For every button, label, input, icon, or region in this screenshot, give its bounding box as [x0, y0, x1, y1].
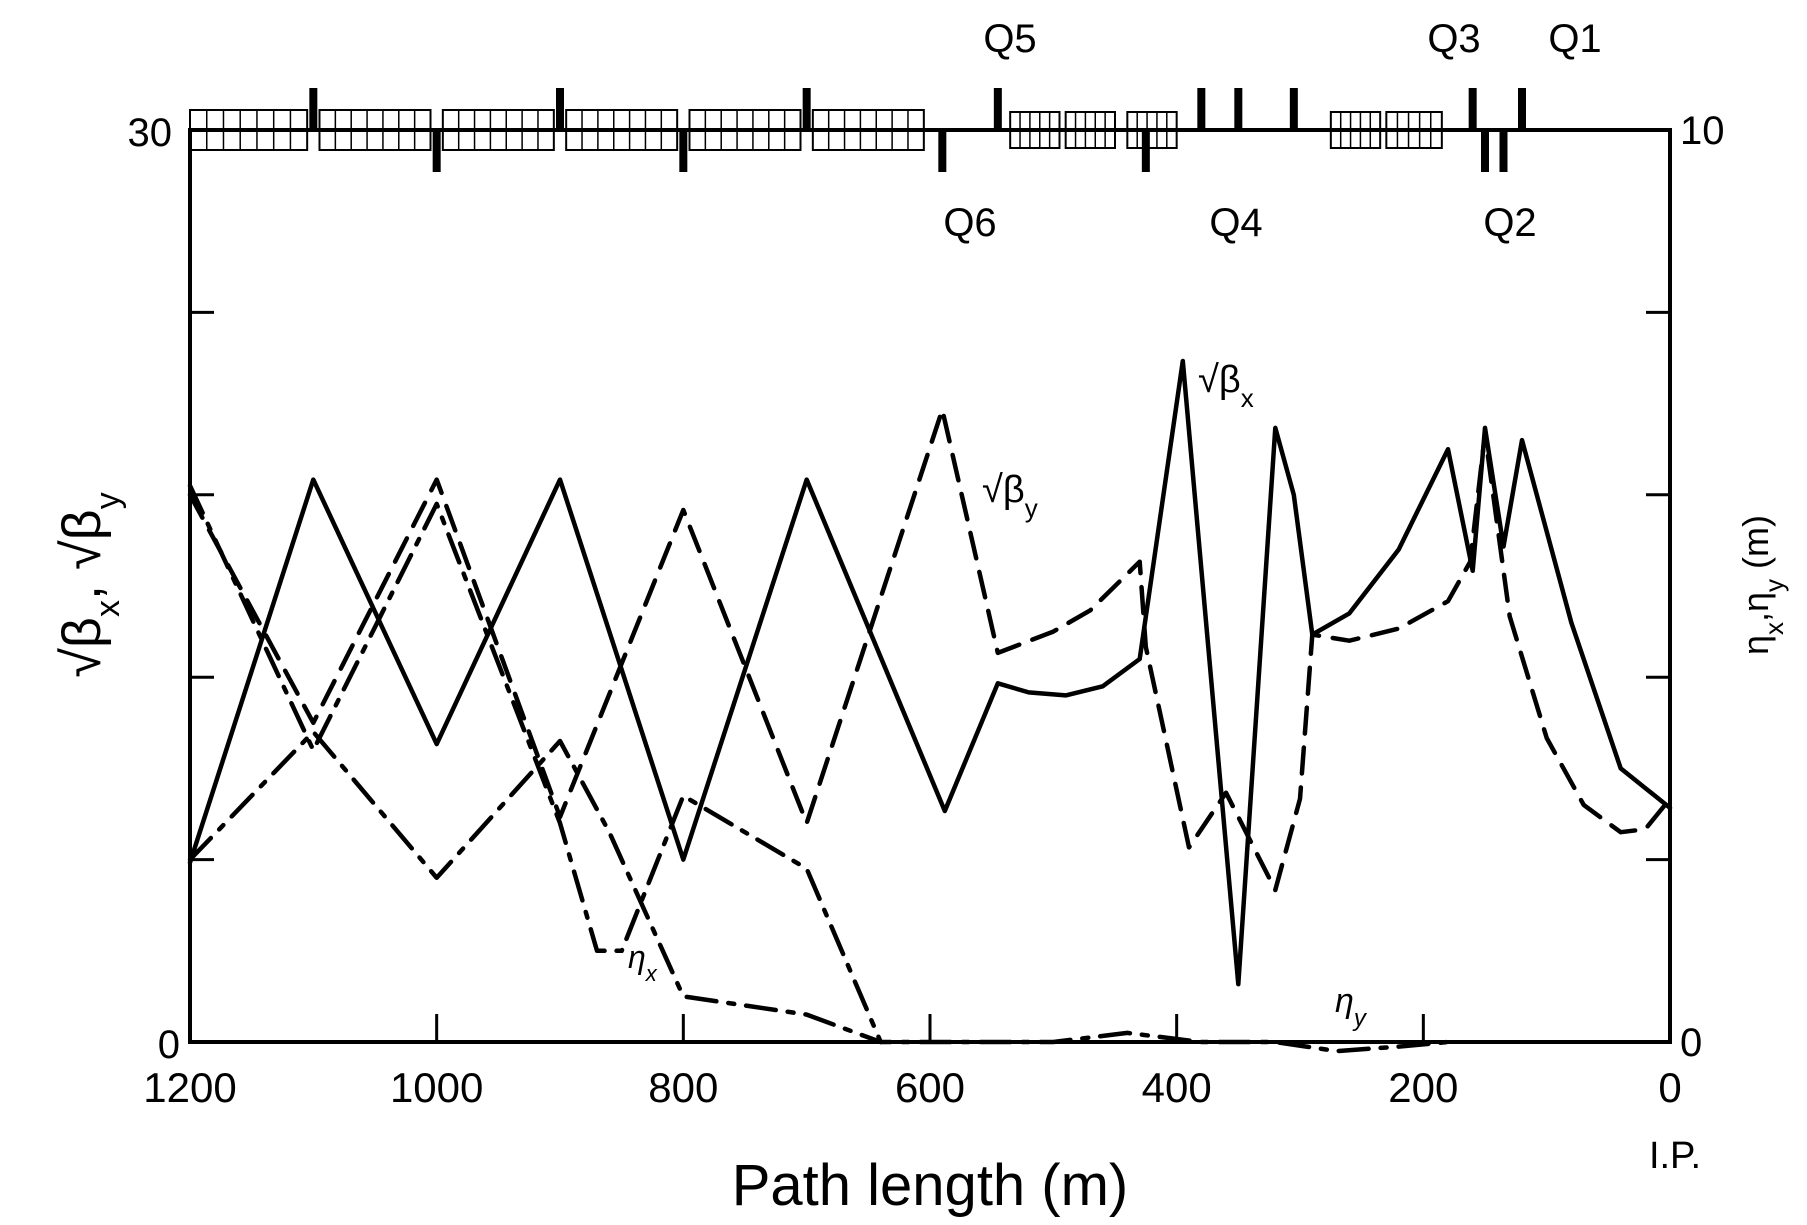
- right-axis-title: ηx,ηy (m): [1735, 515, 1789, 655]
- label-subscript: x: [1759, 622, 1789, 635]
- label-text: √β: [1198, 359, 1241, 401]
- magnet-lattice-strip: [189, 88, 1670, 172]
- label-text: η: [1335, 982, 1354, 1020]
- quad-label-q3: Q3: [1427, 17, 1480, 61]
- label-text: (m): [1735, 515, 1776, 579]
- ip-label: I.P.: [1649, 1135, 1701, 1177]
- x-tick-label: 200: [1388, 1064, 1458, 1111]
- series-label-eta-x: ηx: [628, 939, 658, 986]
- label-subscript: y: [1759, 579, 1789, 592]
- x-tick-label: 800: [648, 1064, 718, 1111]
- left-axis-tick-label-min: 0: [158, 1023, 180, 1067]
- label-text: , √β: [52, 509, 112, 600]
- label-text: √β: [52, 617, 112, 678]
- magnet-block: [1329, 111, 1382, 149]
- label-subscript: x: [1241, 383, 1254, 413]
- label-text: η: [628, 939, 646, 975]
- label-text: √β: [982, 469, 1025, 511]
- series-line-solid: [187, 358, 1673, 987]
- x-tick-label: 400: [1142, 1064, 1212, 1111]
- quad-label-q2: Q2: [1483, 201, 1536, 245]
- label-text: ,η: [1735, 592, 1776, 622]
- quadrupole-magnet: [1468, 88, 1477, 130]
- quadrupole-magnet: [1481, 130, 1489, 172]
- x-tick-label: 600: [895, 1064, 965, 1111]
- series-label-sqrt-beta-y: √βy: [982, 469, 1038, 523]
- magnet-block: [1064, 111, 1116, 149]
- magnet-block: [1009, 111, 1061, 149]
- quadrupole-magnet: [1141, 130, 1150, 172]
- label-text: η: [1735, 635, 1776, 655]
- quad-label-q4: Q4: [1209, 201, 1262, 245]
- left-axis-title: √βx, √βy: [52, 492, 127, 677]
- right-axis-tick-label-min: 0: [1680, 1021, 1702, 1065]
- right-axis-tick-label-max: 10: [1680, 109, 1725, 153]
- quadrupole-magnet: [432, 130, 441, 172]
- quad-label-q1: Q1: [1548, 17, 1601, 61]
- magnet-block: [1126, 111, 1178, 149]
- series-line-dashdot: [187, 483, 883, 1045]
- label-subscript: x: [89, 600, 127, 617]
- quadrupole-magnet: [1499, 130, 1508, 172]
- quadrupole-magnet: [802, 88, 811, 130]
- series-layer: [187, 358, 1673, 1054]
- quadrupole-magnet: [1197, 88, 1206, 130]
- x-tick-label: 0: [1658, 1064, 1681, 1111]
- quadrupole-magnet: [1289, 88, 1298, 130]
- quadrupole-magnet: [993, 88, 1002, 130]
- x-tick-label: 1000: [390, 1064, 483, 1111]
- quadrupole-magnet: [938, 130, 947, 172]
- label-subscript: x: [645, 961, 658, 986]
- series-label-eta-y: ηy: [1335, 982, 1368, 1032]
- quadrupole-magnet: [1518, 88, 1526, 130]
- x-axis-title: Path length (m): [732, 1153, 1129, 1218]
- quadrupole-magnet: [1234, 88, 1243, 130]
- magnet-block: [1385, 111, 1443, 149]
- quadrupole-magnet: [309, 88, 318, 130]
- quad-label-q5: Q5: [983, 17, 1036, 61]
- label-subscript: y: [89, 492, 127, 509]
- tick-layer: [188, 310, 1672, 1042]
- series-label-sqrt-beta-x: √βx: [1198, 359, 1254, 413]
- series-line-dashdot: [187, 729, 1451, 1054]
- left-axis-tick-label-max: 30: [128, 111, 173, 155]
- x-tick-labels: 1200 1000 800 600 400 200 0: [143, 1064, 1681, 1111]
- plot-frame: [188, 128, 1672, 1044]
- series-line-dashed: [187, 407, 1673, 893]
- quadrupole-magnet: [679, 130, 688, 172]
- quad-label-q6: Q6: [943, 201, 996, 245]
- quadrupole-magnet: [556, 88, 564, 130]
- label-subscript: y: [1352, 1005, 1368, 1032]
- x-tick-label: 1200: [143, 1064, 236, 1111]
- label-subscript: y: [1025, 493, 1038, 523]
